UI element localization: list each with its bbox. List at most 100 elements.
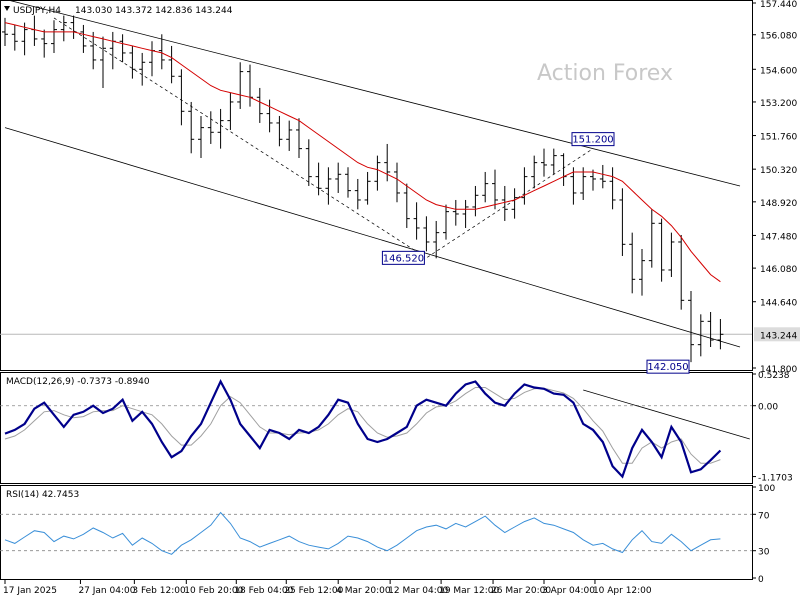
- ohlc-bar: [90, 31, 97, 70]
- ohlc-header: 143.030 143.372 142.836 143.244: [75, 6, 233, 16]
- price-axis-label: 156.080: [760, 32, 797, 42]
- time-axis-label: 27 Jan 04:00: [78, 586, 135, 596]
- ohlc-bar: [668, 232, 675, 277]
- ohlc-bar: [364, 171, 371, 205]
- current-price-tag: [754, 327, 800, 342]
- ohlc-bar: [452, 199, 459, 226]
- ohlc-bar: [658, 218, 665, 282]
- ohlc-bar: [227, 92, 234, 130]
- ohlc-bar: [619, 188, 626, 256]
- time-axis-label: 3 Apr 04:00: [542, 586, 595, 596]
- ohlc-bar: [609, 167, 616, 210]
- ohlc-bar: [247, 64, 253, 107]
- ohlc-bar: [521, 167, 528, 205]
- time-axis-label: 18 Feb 04:00: [234, 586, 293, 596]
- ohlc-bar: [697, 314, 704, 357]
- ohlc-bar: [717, 318, 724, 350]
- macd-axis-label: 0.5238: [758, 371, 790, 381]
- price-annotation-label: 146.520: [383, 253, 424, 264]
- ohlc-bar: [403, 183, 410, 228]
- ohlc-bar: [678, 234, 685, 310]
- ohlc-bar: [100, 36, 106, 88]
- ohlc-bar: [550, 148, 557, 175]
- price-axis-label: 150.320: [760, 166, 797, 176]
- ohlc-bar: [590, 169, 596, 191]
- ohlc-bar: [629, 232, 636, 294]
- ohlc-bar: [541, 148, 547, 177]
- chart-symbol: USDJPY,H4: [13, 6, 61, 16]
- price-layer: 146.520 151.200 142.050: [0, 0, 752, 374]
- ohlc-bar: [31, 15, 38, 46]
- macd-title: MACD(12,26,9) -0.7373 -0.8940: [6, 377, 150, 387]
- ohlc-bar: [188, 101, 195, 154]
- macd-signal-line: [4, 387, 721, 464]
- price-axis-label-current: 143.244: [760, 331, 797, 341]
- ohlc-bar: [413, 202, 420, 240]
- ohlc-bar: [492, 169, 498, 210]
- price-annotation-label: 151.200: [572, 135, 613, 146]
- ohlc-bar: [384, 143, 391, 182]
- watermark: Action Forex: [537, 61, 673, 86]
- price-axis-label: 141.800: [760, 365, 797, 375]
- rsi-title: RSI(14) 42.7453: [6, 490, 79, 500]
- ohlc-bar: [276, 115, 283, 147]
- ohlc-bar: [482, 171, 489, 203]
- time-axis-label: 4 Mar 20:00: [336, 586, 391, 596]
- ohlc-bar: [560, 153, 567, 186]
- ohlc-bar: [354, 178, 361, 210]
- ohlc-bar: [501, 185, 508, 221]
- ohlc-bar: [207, 111, 214, 144]
- ohlc-bar: [2, 17, 8, 46]
- rsi-line: [4, 511, 721, 555]
- triangle-down-icon[interactable]: [4, 6, 10, 11]
- ohlc-bar: [41, 29, 48, 58]
- ohlc-bar: [305, 139, 312, 186]
- ohlc-bar: [325, 167, 332, 205]
- macd-axis-label: 0.00: [758, 403, 778, 413]
- ohlc-bar: [60, 15, 67, 42]
- ohlc-bar: [119, 34, 126, 63]
- price-axis-label: 147.480: [760, 232, 797, 242]
- axis-layer: 157.440 156.080 154.600 153.200 151.760 150.3…: [3, 0, 800, 596]
- ohlc-bar: [266, 99, 273, 133]
- time-axis-label: 26 Mar 20:00: [491, 586, 551, 596]
- time-axis-label: 10 Feb 20:00: [184, 586, 243, 596]
- price-axis-label: 153.200: [760, 99, 797, 109]
- moving-average-line: [4, 22, 721, 283]
- ohlc-bar: [168, 45, 175, 84]
- ohlc-bar: [51, 20, 57, 53]
- price-axis-label: 146.080: [760, 265, 797, 275]
- ohlc-bar: [286, 120, 293, 151]
- rsi-axis-label: 100: [758, 484, 775, 494]
- ohlc-bar: [217, 108, 224, 149]
- ohlc-bar: [21, 22, 28, 56]
- ohlc-bar: [639, 248, 645, 296]
- ohlc-bar: [178, 69, 185, 126]
- macd-axis-label: -1.1703: [758, 474, 793, 484]
- ohlc-bar: [129, 45, 136, 79]
- price-axis-label: 154.600: [760, 66, 797, 76]
- time-axis-label: 17 Jan 2025: [3, 586, 57, 596]
- ohlc-bar: [394, 162, 400, 203]
- price-annotation-label: 142.050: [647, 362, 688, 373]
- price-panel-frame: [0, 0, 753, 371]
- rsi-axis-label: 70: [758, 511, 770, 521]
- ohlc-bar: [580, 167, 587, 200]
- time-axis-label: 25 Feb 12:00: [284, 586, 343, 596]
- ohlc-bar: [70, 15, 77, 39]
- ohlc-bar: [139, 52, 146, 86]
- rsi-layer: [0, 511, 752, 555]
- ohlc-bar: [599, 164, 606, 189]
- ohlc-bar: [80, 24, 87, 53]
- ohlc-bar: [462, 199, 469, 228]
- price-axis-label: 148.920: [760, 199, 797, 209]
- ohlc-bar: [256, 87, 263, 123]
- ohlc-bar: [109, 31, 116, 70]
- rsi-panel-frame: [0, 485, 753, 580]
- ohlc-bar: [423, 216, 430, 252]
- ohlc-bar: [296, 118, 302, 158]
- time-axis-label: 3 Feb 12:00: [132, 586, 186, 596]
- ohlc-bar: [315, 162, 322, 196]
- ohlc-bar: [149, 41, 155, 77]
